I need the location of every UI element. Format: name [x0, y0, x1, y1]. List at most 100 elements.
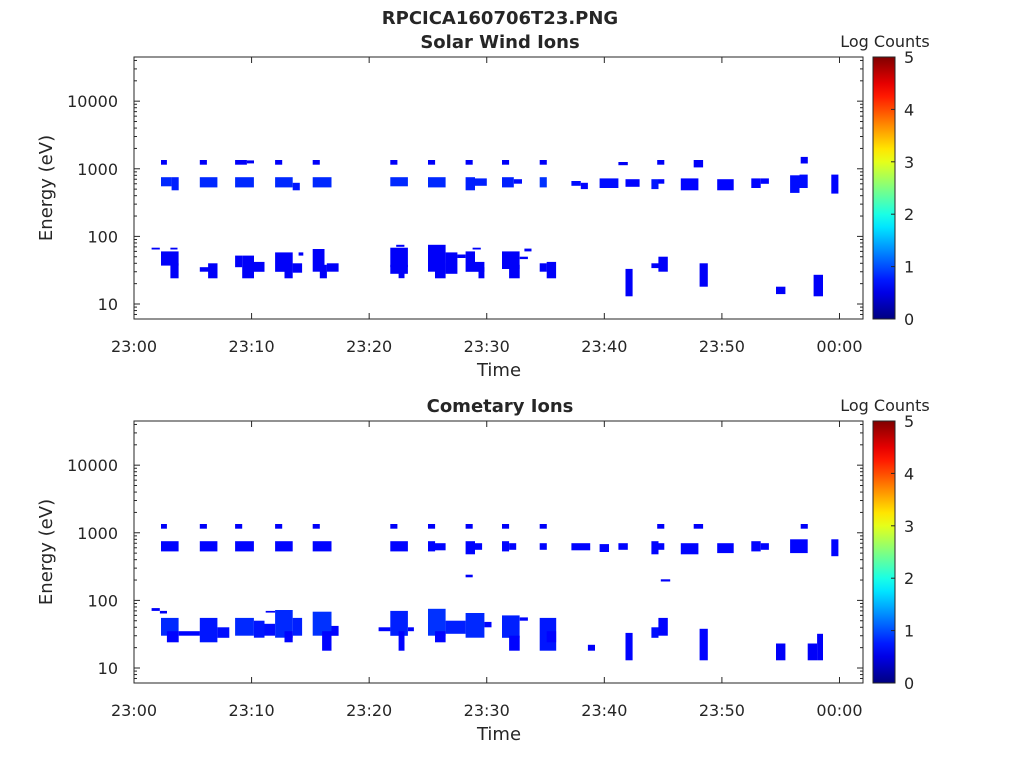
x-tick-label: 00:00	[816, 337, 862, 356]
heatmap-cell	[618, 162, 628, 166]
heatmap-cell	[235, 255, 243, 268]
heatmap-cell	[275, 177, 293, 188]
heatmap-cell	[217, 627, 230, 638]
heatmap-cell	[465, 613, 485, 638]
x-tick-label: 23:10	[229, 701, 275, 720]
x-tick-label: 23:40	[581, 337, 627, 356]
heatmap-cell	[161, 160, 167, 165]
heatmap-cell	[699, 628, 708, 661]
heatmap-cell	[831, 539, 839, 557]
heatmap-cell	[539, 160, 547, 165]
heatmap-cell	[275, 524, 283, 529]
heatmap-cell	[651, 541, 659, 555]
heatmap-cell	[539, 543, 547, 550]
plot-area	[134, 57, 863, 319]
x-tick-label: 23:20	[346, 337, 392, 356]
colorbar-tick-label: 1	[904, 258, 914, 277]
plot-area	[134, 421, 863, 683]
heatmap-cell	[199, 541, 218, 552]
x-tick-label: 23:40	[581, 701, 627, 720]
colorbar-tick-label: 2	[904, 205, 914, 224]
heatmap-cell	[618, 543, 628, 550]
heatmap-cell	[776, 643, 786, 661]
heatmap-cell	[509, 543, 517, 550]
colorbar-tick-label: 4	[904, 464, 914, 483]
heatmap-cell	[465, 177, 475, 191]
heatmap-cell	[171, 177, 179, 191]
heatmap-cell	[680, 178, 699, 191]
heatmap-cell	[680, 543, 699, 555]
heatmap-cell	[445, 252, 458, 274]
y-tick-label: 1000	[77, 160, 118, 179]
heatmap-cell	[322, 631, 332, 651]
heatmap-cell	[199, 177, 218, 188]
heatmap-cell	[161, 251, 179, 266]
panel-2: 23:00 23:10 23:20 23:30 23:40 23:50 00:0010100…	[36, 396, 930, 745]
heatmap-cell	[625, 268, 633, 297]
heatmap-cell	[502, 160, 510, 165]
colorbar-tick-label: 5	[904, 412, 914, 431]
heatmap-cell	[571, 181, 581, 186]
heatmap-cell	[657, 160, 665, 165]
heatmap-cell	[817, 633, 823, 661]
heatmap-cell	[235, 177, 254, 188]
heatmap-cell	[813, 274, 823, 297]
y-tick-label: 10000	[67, 92, 118, 111]
heatmap-cell	[484, 621, 492, 628]
heatmap-cell	[435, 263, 446, 279]
colorbar-tick-label: 0	[904, 674, 914, 693]
heatmap-cell	[658, 179, 665, 184]
heatmap-cell	[513, 179, 522, 184]
heatmap-cell	[312, 160, 320, 165]
heatmap-cell	[265, 610, 276, 613]
heatmap-cell	[390, 247, 408, 268]
colorbar-label: Log Counts	[840, 396, 930, 415]
heatmap-cell	[807, 643, 818, 661]
heatmap-cell	[502, 524, 510, 529]
heatmap-cell	[235, 541, 254, 552]
heatmap-cell	[660, 579, 671, 582]
heatmap-cell	[580, 182, 588, 190]
heatmap-cell	[428, 541, 436, 552]
heatmap-cell	[658, 543, 665, 550]
heatmap-cell	[475, 543, 483, 550]
panel-1: 23:00 23:10 23:20 23:30 23:40 23:50 00:0010100…	[36, 32, 930, 381]
heatmap-cell	[326, 263, 339, 272]
heatmap-cell	[298, 252, 304, 256]
heatmap-cell	[435, 543, 446, 551]
colorbar-tick-label: 1	[904, 622, 914, 641]
panel-title: Solar Wind Ions	[420, 32, 579, 53]
heatmap-cell	[751, 541, 761, 552]
heatmap-cell	[693, 160, 704, 168]
heatmap-cell	[331, 625, 339, 636]
heatmap-cell	[717, 543, 734, 554]
heatmap-cell	[519, 256, 528, 260]
heatmap-cell	[699, 263, 708, 287]
heatmap-cell	[599, 178, 619, 188]
heatmap-cell	[509, 635, 520, 651]
heatmap-cell	[246, 160, 254, 164]
heatmap-cell	[509, 264, 520, 279]
colorbar-tick-label: 3	[904, 517, 914, 536]
heatmap-cell	[264, 623, 276, 636]
heatmap-cell	[275, 541, 293, 552]
x-tick-label: 23:00	[111, 337, 157, 356]
heatmap-cell	[390, 160, 398, 165]
x-axis-label: Time	[476, 360, 521, 381]
heatmap-cell	[717, 179, 734, 191]
heatmap-cell	[396, 244, 405, 247]
panel-title: Cometary Ions	[427, 396, 574, 417]
heatmap-cell	[502, 615, 520, 638]
heatmap-cell	[457, 254, 466, 258]
colorbar-tick-label: 2	[904, 569, 914, 588]
heatmap-cell	[319, 264, 327, 279]
colorbar	[872, 56, 896, 320]
heatmap-cell	[502, 251, 520, 269]
colorbar-tick-label: 5	[904, 48, 914, 67]
heatmap-cell	[800, 156, 808, 164]
heatmap-cell	[284, 631, 293, 643]
heatmap-cell	[178, 631, 200, 636]
heatmap-cell	[599, 544, 609, 552]
heatmap-cell	[625, 179, 640, 187]
heatmap-cell	[199, 524, 207, 529]
